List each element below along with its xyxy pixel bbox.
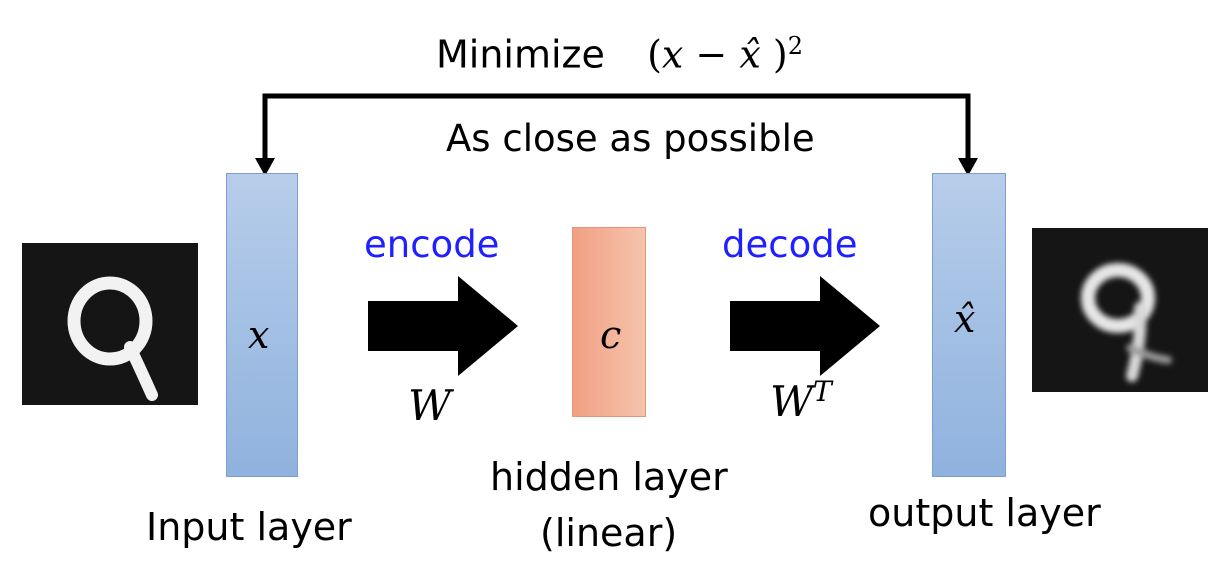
decode-weight-superscript: T (813, 375, 832, 408)
hidden-symbol: c (600, 313, 622, 357)
output-layer-label: output layer (868, 491, 1101, 535)
formula-x: x (661, 32, 684, 77)
output-digit-image (1032, 228, 1208, 392)
formula-xhat: x̂ (739, 32, 761, 77)
formula-exponent: 2 (787, 32, 803, 60)
formula-close-paren: ) (760, 32, 788, 77)
input-digit-image (22, 243, 198, 405)
input-layer-label: Input layer (146, 505, 352, 549)
formula-minus: − (683, 32, 740, 77)
objective-formula: Minimize (x − x̂ )2 (436, 34, 803, 74)
output-symbol: x̂ (954, 297, 976, 341)
formula-open-paren: ( (647, 32, 662, 77)
decode-label: decode (722, 223, 858, 266)
decode-arrow-icon (730, 276, 880, 376)
hidden-layer-label: hidden layer (490, 455, 728, 499)
decode-weight-base: W (770, 377, 814, 426)
output-layer-bar (932, 173, 1006, 477)
input-symbol: x (248, 313, 270, 357)
minimize-word: Minimize (436, 32, 605, 77)
input-layer-bar (226, 173, 298, 477)
encode-weight: W (408, 381, 452, 430)
decode-weight: WT (770, 378, 832, 423)
hidden-layer-type: (linear) (540, 511, 678, 555)
hidden-layer-bar (572, 227, 646, 417)
encode-label: encode (364, 223, 500, 266)
encode-arrow-icon (368, 276, 518, 376)
subtitle-as-close-as-possible: As close as possible (446, 117, 815, 160)
